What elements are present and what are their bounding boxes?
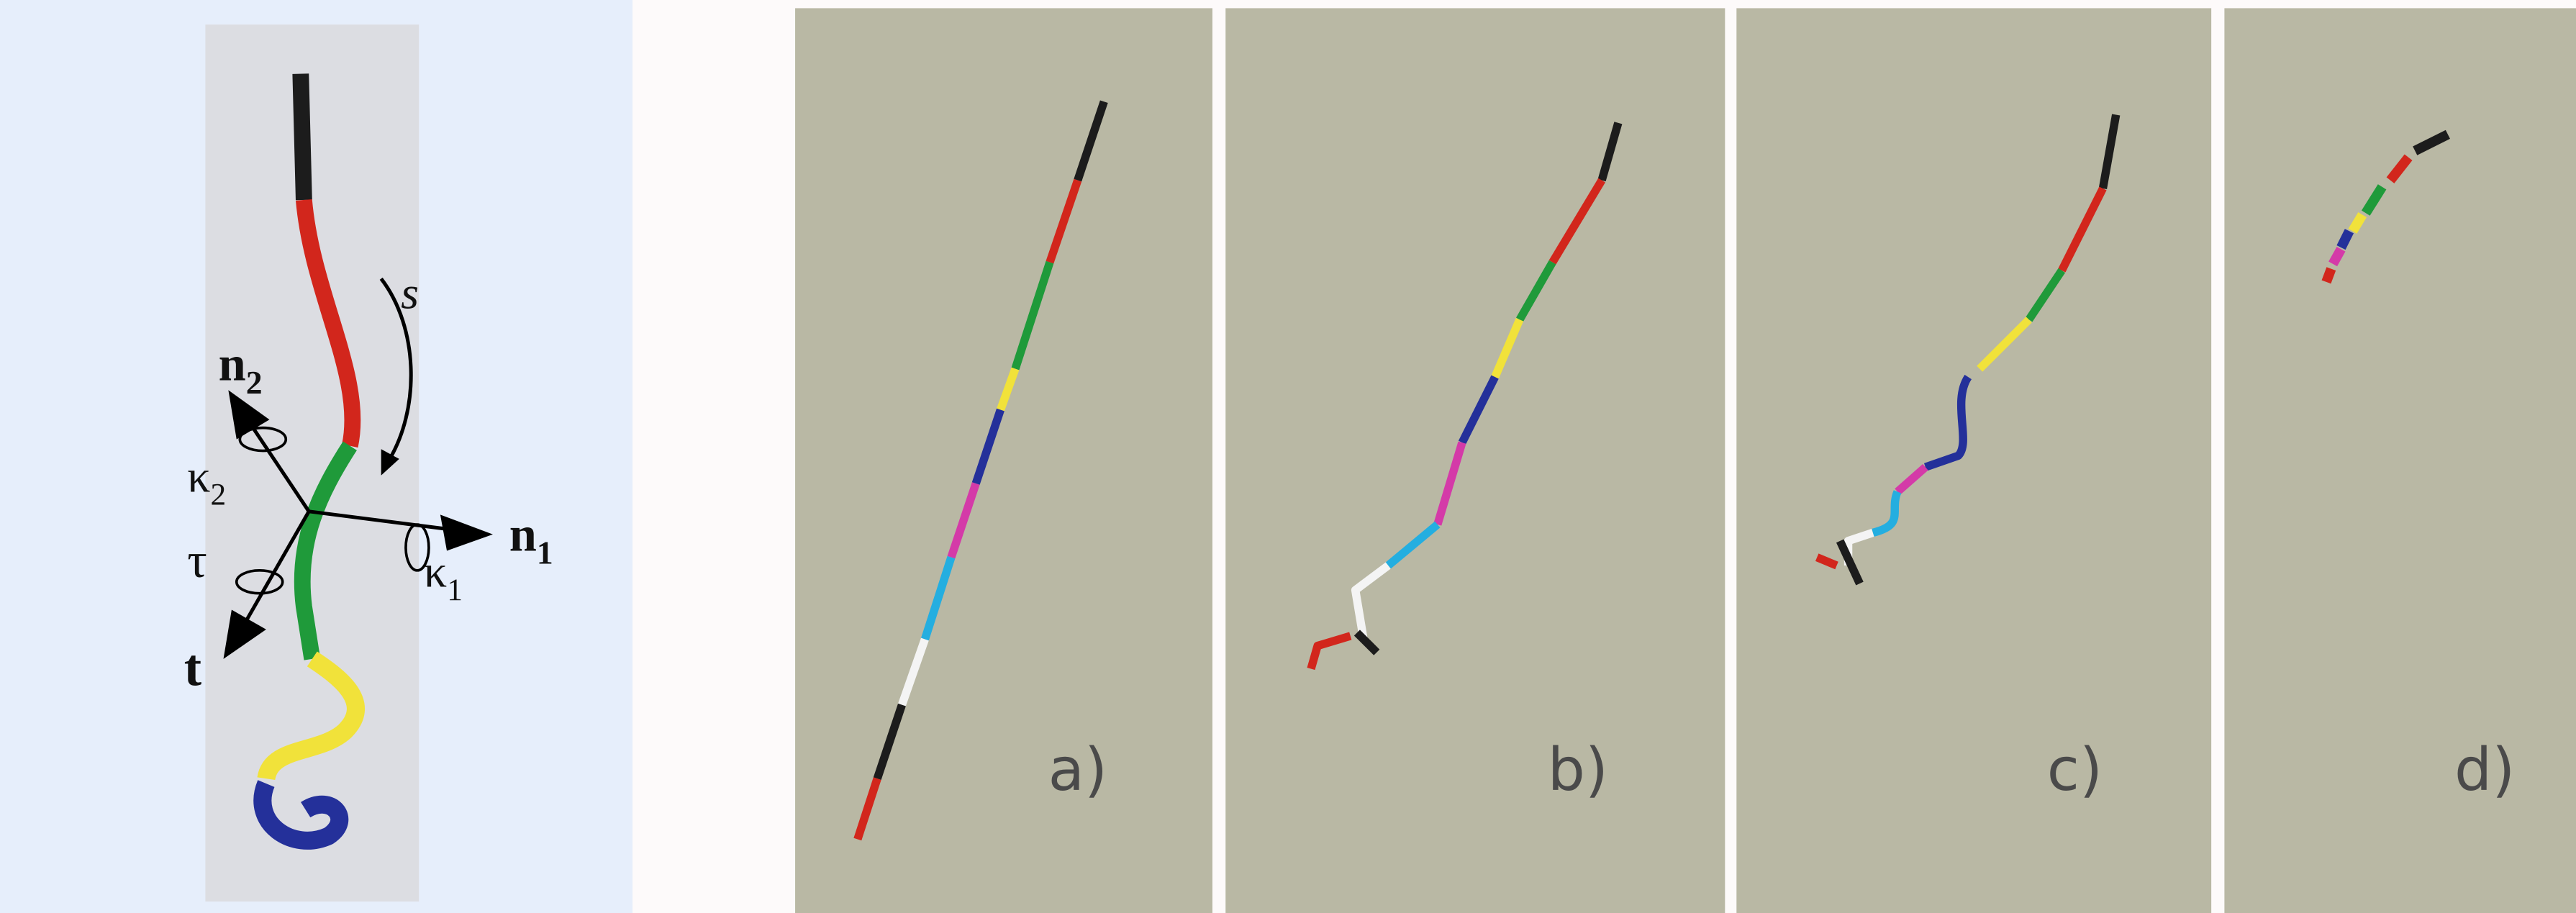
- panel-b-bg: [1225, 8, 1725, 913]
- panel-label-d: d): [2454, 736, 2515, 804]
- figure: n2 s κ2 n1 κ1 τ t: [0, 0, 2576, 913]
- label-kappa2-subscript: 2: [211, 478, 227, 512]
- label-t: t: [184, 638, 201, 696]
- panel-label-c: c): [2047, 736, 2103, 804]
- label-tau: τ: [187, 533, 207, 588]
- label-n1-symbol: n: [509, 507, 537, 562]
- panel-c-bg: [1736, 8, 2211, 913]
- panel-label-b: b): [1548, 736, 1608, 804]
- label-kappa1-subscript: 1: [447, 573, 463, 607]
- label-n1-subscript: 1: [537, 535, 553, 571]
- label-kappa2-symbol: κ: [187, 451, 210, 502]
- panel-a-bg: [795, 8, 1212, 913]
- label-n2-symbol: n: [219, 337, 246, 391]
- label-s: s: [401, 267, 419, 318]
- panel-d-bg: [2224, 8, 2576, 913]
- panel-label-a: a): [1048, 736, 1107, 804]
- label-n2-subscript: 2: [246, 364, 263, 401]
- label-kappa1-symbol: κ: [424, 546, 447, 597]
